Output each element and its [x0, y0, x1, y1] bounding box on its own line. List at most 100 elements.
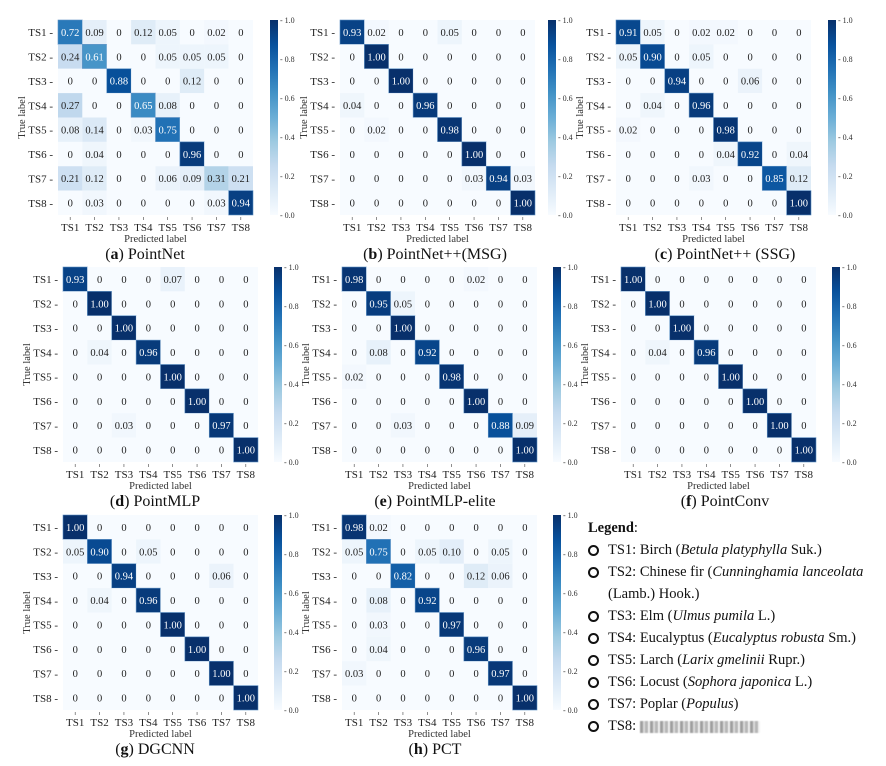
heatmap-cell [512, 437, 538, 463]
cell-value: 0 [777, 324, 782, 335]
heatmap-cell [689, 44, 714, 69]
cell-value: 0 [496, 28, 501, 39]
heatmap-cell [439, 291, 464, 316]
heatmap-cell [106, 190, 132, 215]
heatmap-cell [439, 413, 464, 438]
heatmap-cell [58, 93, 83, 118]
colorbar-tick-label: - 1.0 [838, 16, 853, 25]
cell-value: 0 [73, 669, 78, 680]
heatmap-cell [694, 267, 719, 292]
heatmap-cell [342, 340, 367, 365]
x-tick-label: TS7 [207, 222, 226, 234]
x-tick-label: TS4 [139, 717, 158, 729]
cell-value: 0 [243, 372, 248, 383]
heatmap-cell [463, 588, 489, 613]
cell-value: 0 [73, 397, 78, 408]
cell-value: 0 [674, 125, 679, 136]
heatmap-cell [461, 190, 487, 215]
cell-value: 0 [170, 596, 175, 607]
panel-title: PointNet++ (SSG) [676, 246, 796, 263]
heatmap-cell [488, 315, 513, 341]
cell-value: 0 [522, 596, 527, 607]
cell-value: 0 [631, 372, 636, 383]
heatmap-cell [742, 340, 768, 365]
cell-value: 0 [352, 324, 357, 335]
heatmap-cell [488, 515, 513, 540]
heatmap-cell [57, 19, 83, 45]
cell-value: 0.92 [418, 596, 436, 607]
heatmap-cell [160, 563, 185, 589]
heatmap-cell [439, 661, 464, 686]
heatmap-cell [390, 636, 416, 662]
cell-value: 0 [376, 421, 381, 432]
x-tick-label: TS5 [443, 469, 462, 481]
y-tick-label: TS5 - [312, 372, 337, 384]
heatmap-cell [486, 68, 511, 94]
cell-value: 0 [447, 101, 452, 112]
colorbar-tick-label: - 0.6 [558, 94, 573, 103]
cell-value: 0 [522, 620, 527, 631]
heatmap-cell [415, 291, 440, 316]
heatmap-cell [718, 340, 743, 365]
heatmap-cell [616, 141, 641, 167]
cell-value: 0 [73, 446, 78, 457]
cell-value: 0 [352, 421, 357, 432]
x-tick-label: TS7 [765, 222, 784, 234]
heatmap-cell [621, 413, 646, 438]
panel-caption-b: (b) PointNet++(MSG) [363, 246, 507, 263]
cell-value: 0 [449, 523, 454, 534]
heatmap-cell [204, 141, 229, 167]
cell-value: 0 [520, 52, 525, 63]
cell-value: 0.93 [66, 275, 84, 286]
heatmap-cell [136, 515, 161, 540]
heatmap-cell [762, 141, 787, 167]
x-tick-label: TS1 [66, 717, 84, 729]
y-axis-label: True label [301, 343, 312, 386]
heatmap-cell [510, 141, 535, 167]
cell-value: 0.04 [648, 348, 667, 359]
cell-value: 0 [777, 299, 782, 310]
heatmap-cell [233, 340, 258, 365]
colorbar-tick-label: - 1.0 [558, 16, 573, 25]
cell-value: 0 [471, 199, 476, 210]
cell-value: 0 [655, 397, 660, 408]
cell-value: 0 [194, 596, 199, 607]
obscured-text [639, 720, 760, 733]
cell-value: 0 [352, 596, 357, 607]
cell-value: 0 [796, 125, 801, 136]
heatmap-panel-f: 1.00 0 0 0 0 0 0 0 0 1.00 0 0 0 0 0 0 0 0 1.00 0 0 0 0 0 0 0.04 0 0… [580, 263, 857, 492]
heatmap-cell [160, 267, 185, 292]
cell-value: 0 [194, 620, 199, 631]
heatmap-cell [737, 20, 763, 45]
cell-value: 0 [214, 150, 219, 161]
x-tick-label: TS7 [770, 469, 789, 481]
heatmap-cell [106, 20, 132, 45]
cell-value: 0.04 [85, 150, 104, 161]
cell-value: 0 [97, 275, 102, 286]
cell-value: 0 [73, 572, 78, 583]
heatmap-cell [364, 20, 389, 45]
heatmap-cell [713, 20, 738, 45]
cell-value: 0 [425, 523, 430, 534]
heatmap-cell [461, 166, 487, 191]
heatmap-panel-g: 1.00 0 0 0 0 0 0 0 0.05 0.90 0 0.05 0 0 0 0 0 0 0.94 0 0 0 0.0… [22, 511, 299, 740]
heatmap-cell [209, 388, 234, 414]
cell-value: 0 [146, 523, 151, 534]
heatmap-cell [233, 563, 258, 589]
cell-value: 0 [376, 324, 381, 335]
cell-value: 0.05 [345, 547, 363, 558]
heatmap-cell [413, 117, 438, 142]
cell-value: 0 [449, 572, 454, 583]
cell-value: 0 [141, 52, 146, 63]
cell-value: 0 [796, 101, 801, 112]
heatmap-cell [737, 141, 763, 167]
heatmap-cell [340, 44, 365, 69]
heatmap-cell [767, 267, 792, 292]
cell-value: 0 [170, 348, 175, 359]
colorbar-tick-label: - 1.0 [563, 263, 578, 272]
x-tick-label: TS3 [673, 469, 692, 481]
cell-value: 0 [674, 52, 679, 63]
heatmap-cell [488, 364, 513, 389]
heatmap-cell [342, 388, 367, 414]
cell-value: 0 [473, 547, 478, 558]
